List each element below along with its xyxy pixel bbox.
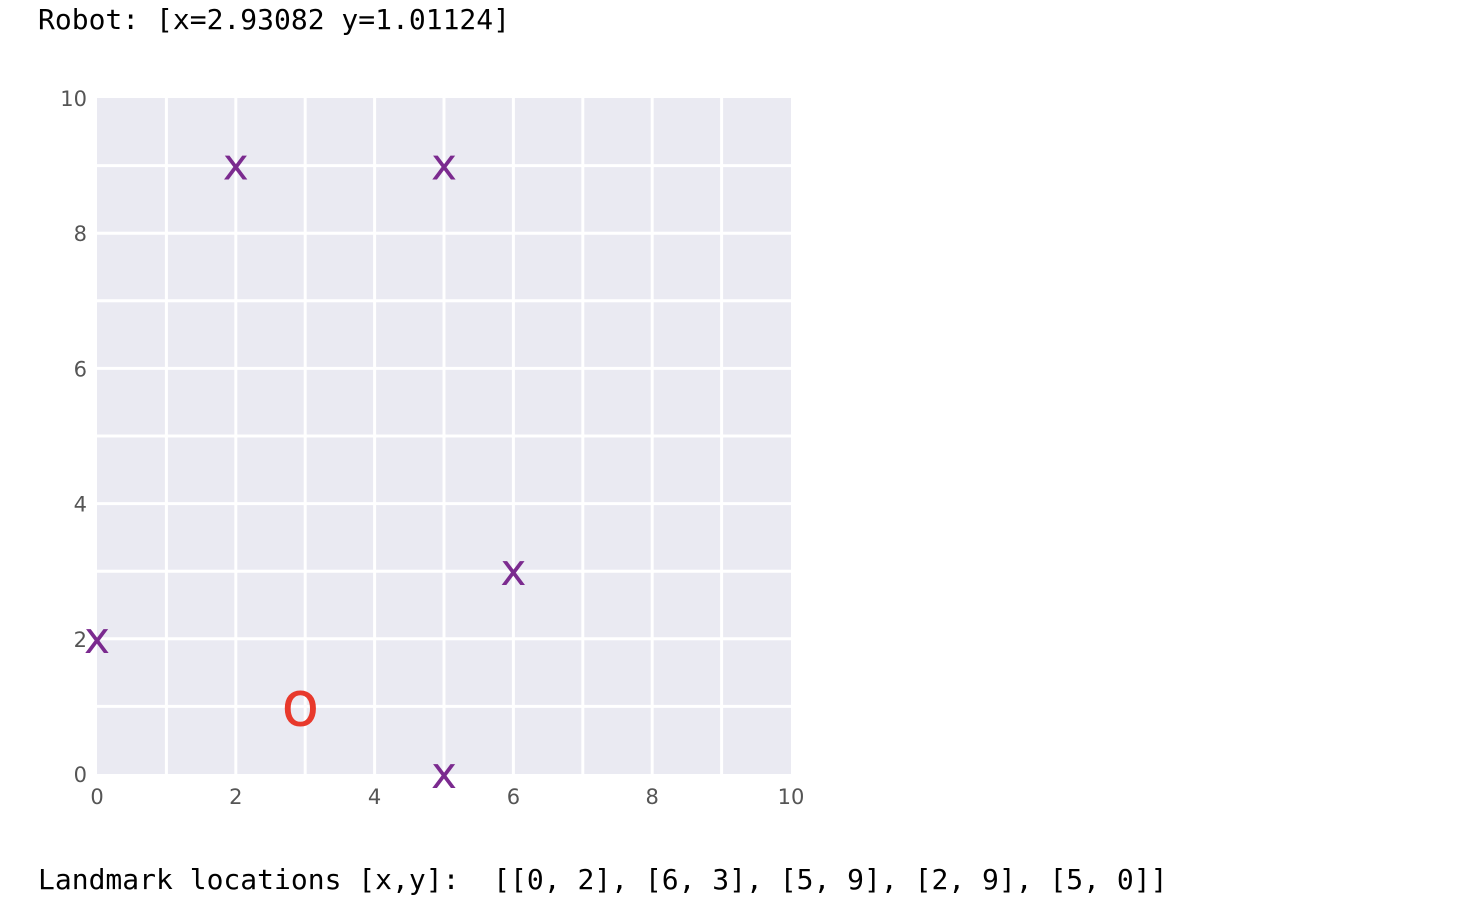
y-tick-label: 2 — [74, 628, 87, 652]
landmark-locations-text: Landmark locations [x,y]: [[0, 2], [6, 3… — [38, 863, 1168, 896]
landmark-marker: x — [431, 140, 457, 191]
y-tick-label: 0 — [74, 763, 87, 787]
x-tick-label: 4 — [368, 785, 381, 809]
landmark-marker: x — [84, 613, 110, 664]
landmark-marker: x — [500, 545, 526, 596]
landmark-marker: x — [223, 140, 249, 191]
x-tick-label: 10 — [778, 785, 805, 809]
y-tick-label: 8 — [74, 222, 87, 246]
x-tick-label: 2 — [229, 785, 242, 809]
landmark-marker: x — [431, 748, 457, 799]
x-tick-label: 8 — [646, 785, 659, 809]
plot-grid — [97, 98, 791, 774]
y-axis-ticks: 0 2 4 6 8 10 — [60, 87, 87, 787]
y-tick-label: 4 — [74, 493, 87, 517]
y-tick-label: 6 — [74, 357, 87, 381]
x-tick-label: 0 — [90, 785, 103, 809]
x-axis-ticks: 0 2 4 6 8 10 — [90, 785, 804, 809]
robot-marker: o — [281, 668, 319, 741]
y-tick-label: 10 — [60, 87, 87, 111]
x-tick-label: 6 — [507, 785, 520, 809]
plot-markers: x x x x x o — [84, 140, 526, 799]
robot-position-text: Robot: [x=2.93082 y=1.01124] — [38, 3, 511, 36]
